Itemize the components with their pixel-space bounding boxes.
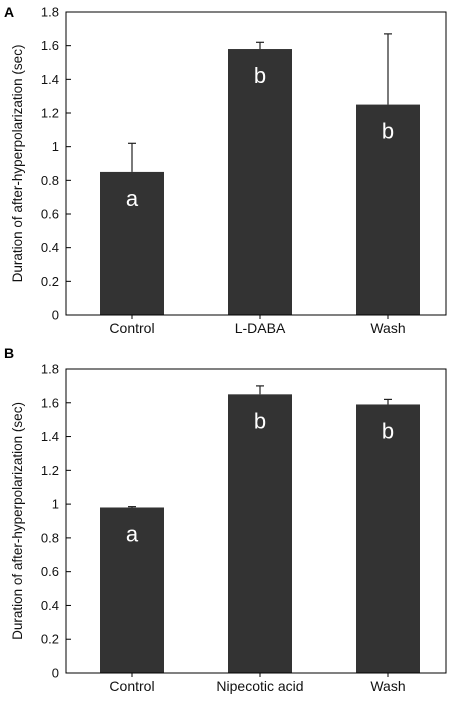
y-tick-label: 1.2 (41, 106, 59, 121)
y-tick-label: 1 (52, 497, 59, 512)
y-tick-label: 0.8 (41, 530, 59, 545)
y-tick-label: 0 (52, 666, 59, 681)
y-tick-label: 0.2 (41, 274, 59, 289)
significance-letter: b (254, 63, 266, 88)
y-tick-label: 1.8 (41, 5, 59, 20)
significance-letter: a (126, 521, 139, 546)
category-label: Control (109, 320, 154, 336)
y-tick-label: 1.6 (41, 38, 59, 53)
panel-label: A (4, 4, 14, 20)
panel-a: Aa Control b L-DABA b Wash 0 0.2 0.4 0.6 0.8 1 1.2 1.… (4, 4, 447, 336)
plot-frame (65, 368, 447, 674)
significance-letter: b (382, 418, 394, 443)
significance-letter: a (126, 186, 139, 211)
plot-frame (65, 11, 447, 316)
bar-nipecotic-acid (228, 394, 292, 673)
y-tick-label: 0.4 (41, 598, 59, 613)
y-tick-label: 0.4 (41, 240, 59, 255)
bar-l-daba (228, 49, 292, 316)
bar-control (100, 171, 164, 315)
y-tick-label: 0 (52, 308, 59, 323)
y-tick-label: 0.6 (41, 207, 59, 222)
y-tick-label: 0.2 (41, 632, 59, 647)
y-axis-label: Duration of after-hyperpolarization (sec… (10, 402, 25, 640)
bar-wash (356, 404, 420, 673)
y-tick-label: 1.8 (41, 362, 59, 377)
y-axis-label: Duration of after-hyperpolarization (sec… (10, 45, 25, 283)
category-label: L-DABA (235, 320, 286, 336)
y-tick-label: 0.8 (41, 173, 59, 188)
category-label: Control (109, 678, 154, 694)
panel-label: B (4, 345, 14, 361)
category-label: Nipecotic acid (216, 678, 303, 694)
bar-control (100, 507, 164, 673)
category-label: Wash (370, 678, 405, 694)
y-tick-label: 1 (52, 139, 59, 154)
y-tick-label: 1.2 (41, 463, 59, 478)
significance-letter: b (382, 119, 394, 144)
y-tick-label: 1.4 (41, 429, 59, 444)
panel-b: Ba Control b Nipecotic acid b Wash 0 0.2 0.4 0.6 0… (4, 345, 447, 694)
bar-wash (356, 104, 420, 315)
y-tick-label: 1.6 (41, 395, 59, 410)
y-tick-label: 0.6 (41, 564, 59, 579)
significance-letter: b (254, 408, 266, 433)
y-tick-label: 1.4 (41, 72, 59, 87)
category-label: Wash (370, 320, 405, 336)
